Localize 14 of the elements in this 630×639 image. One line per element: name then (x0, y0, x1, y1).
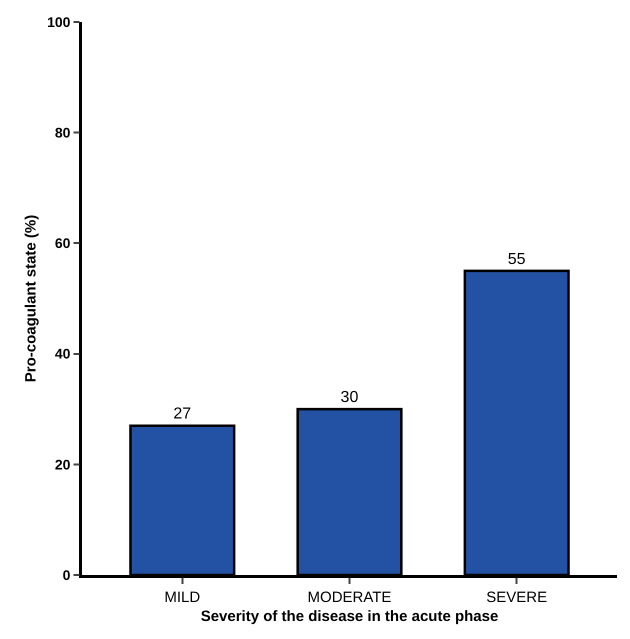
x-tick-label: MODERATE (308, 588, 392, 606)
x-tick-label: SEVERE (486, 588, 548, 606)
y-tick-label: 20 (54, 456, 71, 472)
y-tick-label: 60 (54, 235, 71, 252)
x-axis-title: Severity of the disease in the acute phase (200, 608, 498, 625)
y-axis-title: Pro-coagulant state (%) (22, 214, 40, 382)
x-tick-label: MILD (164, 588, 200, 606)
data-label: 30 (340, 389, 358, 406)
data-label: 55 (508, 250, 526, 268)
y-tick-label: 100 (47, 14, 71, 30)
data-label: 27 (173, 406, 192, 423)
y-tick-label: 0 (62, 566, 71, 583)
y-tick-label: 80 (54, 124, 71, 140)
y-tick-label: 40 (54, 346, 71, 362)
